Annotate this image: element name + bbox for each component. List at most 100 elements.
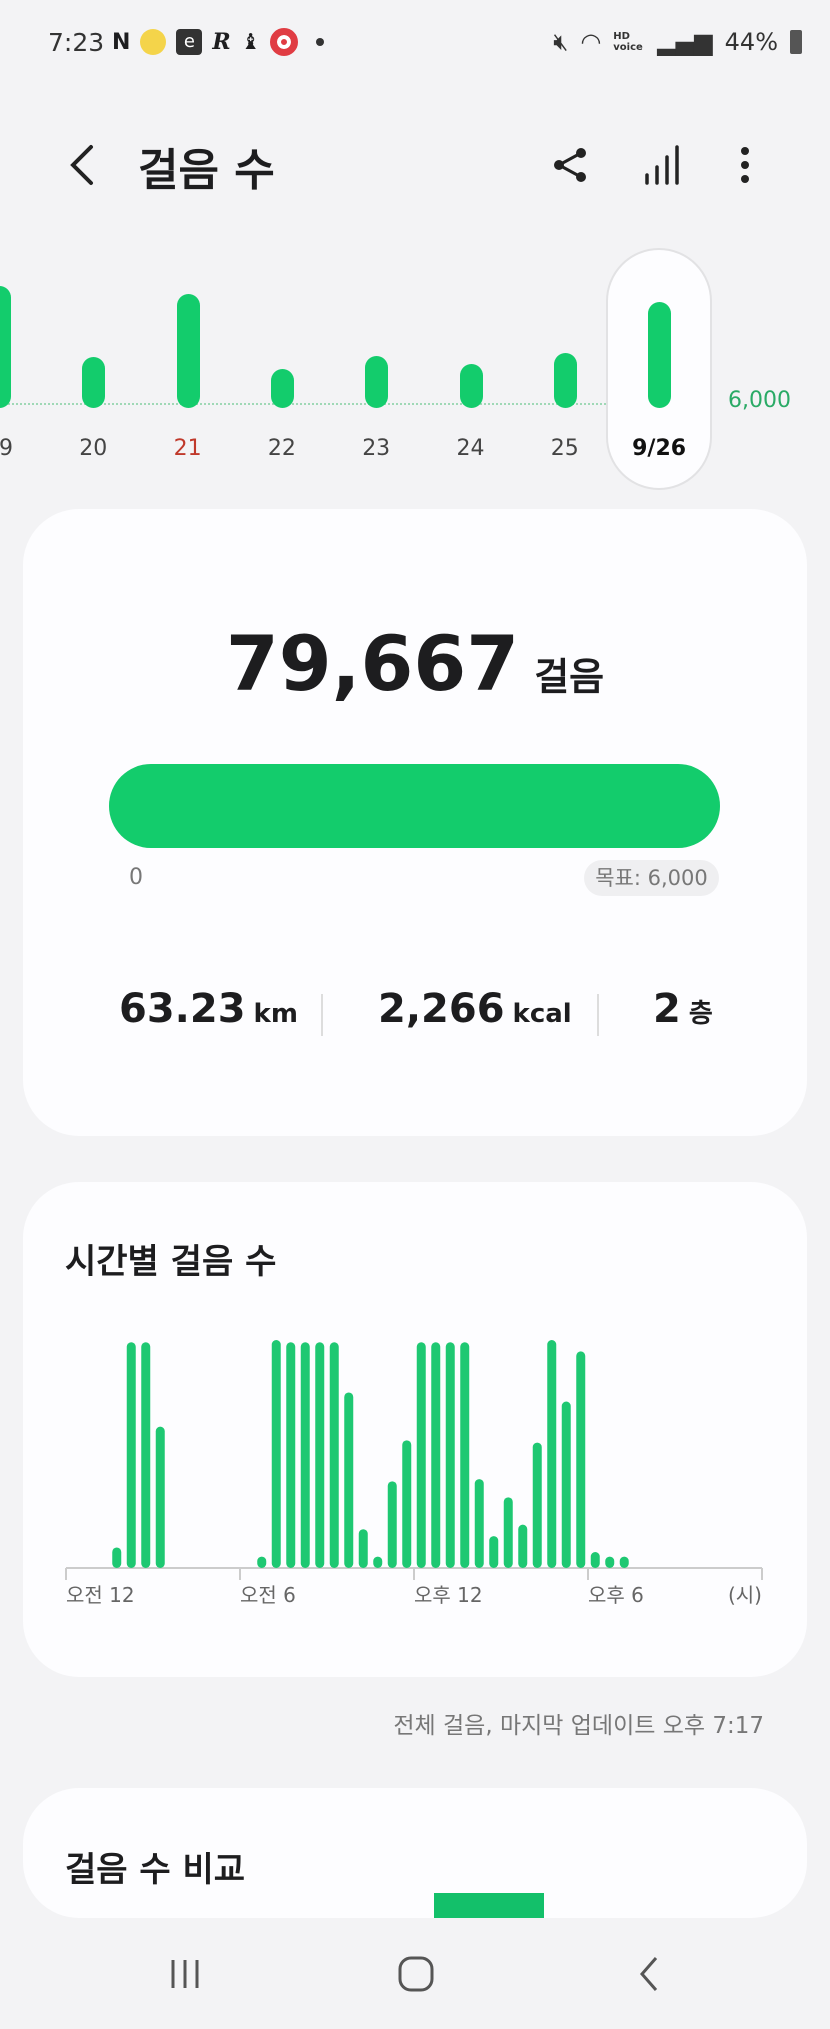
- hourly-bar[interactable]: [445, 1342, 455, 1568]
- steps-progress-bar: [109, 764, 720, 848]
- hourly-bar[interactable]: [503, 1497, 513, 1568]
- day-label[interactable]: 19: [0, 436, 13, 461]
- steps-total: 79,667 걸음: [23, 619, 807, 708]
- hourly-bar[interactable]: [286, 1342, 296, 1568]
- summary-card: 79,667 걸음 0 목표: 6,000 63.23 km 2,266 kcal …: [23, 509, 807, 1136]
- hourly-bar[interactable]: [358, 1529, 368, 1568]
- day-bar[interactable]: [365, 356, 389, 408]
- stats-button[interactable]: [633, 135, 693, 195]
- battery-icon: [790, 30, 802, 54]
- x-tick-label: 오후 6: [588, 1583, 644, 1607]
- distance-stat: 63.23 km: [119, 986, 298, 1032]
- calories-value: 2,266: [378, 986, 505, 1032]
- day-label[interactable]: 23: [362, 436, 391, 461]
- day-bar[interactable]: [270, 369, 294, 408]
- nav-back-button[interactable]: [619, 1944, 679, 2004]
- hourly-bar[interactable]: [141, 1342, 151, 1568]
- hourly-bar[interactable]: [590, 1552, 600, 1568]
- page-title: 걸음 수: [138, 145, 275, 196]
- back-icon: [640, 1957, 658, 1991]
- day-label[interactable]: 25: [550, 436, 579, 461]
- hourly-bar[interactable]: [126, 1342, 136, 1568]
- battery-text: 44%: [724, 28, 778, 56]
- distance-value: 63.23: [119, 986, 246, 1032]
- hd-voice-icon: HD voice: [613, 31, 643, 53]
- back-button[interactable]: [52, 135, 112, 195]
- hourly-bar[interactable]: [605, 1556, 615, 1568]
- hourly-bar[interactable]: [416, 1342, 426, 1568]
- home-button[interactable]: [386, 1944, 446, 2004]
- calories-unit: kcal: [512, 999, 572, 1029]
- more-icon: [741, 147, 749, 183]
- day-bar[interactable]: [459, 364, 483, 408]
- e-app-icon: e: [176, 29, 203, 55]
- hourly-bar[interactable]: [489, 1536, 499, 1568]
- goal-line-label: 6,000: [728, 388, 791, 413]
- hourly-bar[interactable]: [329, 1342, 339, 1568]
- back-icon: [70, 145, 93, 185]
- calories-stat: 2,266 kcal: [378, 986, 572, 1032]
- recent-apps-button[interactable]: [155, 1944, 215, 2004]
- day-label[interactable]: 20: [79, 436, 108, 461]
- hourly-title: 시간별 걸음 수: [65, 1242, 277, 1282]
- hourly-bar[interactable]: [431, 1342, 441, 1568]
- day-bar[interactable]: [176, 293, 200, 408]
- x-tick-label: 오전 12: [66, 1583, 135, 1607]
- hourly-bar[interactable]: [619, 1556, 629, 1568]
- hourly-steps-chart: 오전 12 오전 6 오후 12 오후 6 (시): [65, 1340, 763, 1607]
- hourly-bar[interactable]: [373, 1556, 383, 1568]
- daily-steps-chart[interactable]: 6,000 19 20 21 22 23 24 25 9/26: [0, 240, 830, 500]
- divider: [597, 994, 599, 1036]
- hourly-steps-card: 시간별 걸음 수 오전 12 오전 6 오후 12 오후 6 (시): [23, 1182, 807, 1677]
- day-label[interactable]: 24: [456, 436, 485, 461]
- hourly-bar[interactable]: [315, 1342, 325, 1568]
- x-tick-label: 오후 12: [414, 1583, 483, 1607]
- wifi-icon: ◠: [580, 28, 602, 56]
- signal-icon: ▂▄▆: [657, 28, 713, 56]
- share-icon: [554, 148, 586, 182]
- hourly-bar[interactable]: [518, 1524, 528, 1568]
- hourly-bar[interactable]: [561, 1401, 571, 1568]
- hourly-bar[interactable]: [271, 1340, 281, 1568]
- mute-icon: 🔇︎: [553, 28, 569, 56]
- x-unit-label: (시): [728, 1583, 762, 1607]
- hourly-bar[interactable]: [300, 1342, 310, 1568]
- hourly-bar[interactable]: [257, 1556, 267, 1568]
- r-app-icon: R: [212, 29, 231, 55]
- distance-unit: km: [253, 999, 298, 1029]
- hourly-bar[interactable]: [547, 1340, 557, 1568]
- hourly-bar[interactable]: [576, 1351, 586, 1568]
- hourly-bar[interactable]: [474, 1479, 484, 1568]
- compare-card[interactable]: 걸음 수 비교: [23, 1788, 807, 1918]
- day-bar[interactable]: [82, 357, 106, 408]
- hourly-bar[interactable]: [532, 1442, 542, 1568]
- floors-unit: 층: [688, 999, 713, 1029]
- day-label[interactable]: 21: [173, 436, 202, 461]
- day-bar[interactable]: [0, 285, 11, 408]
- stats-icon: [645, 145, 679, 185]
- compare-bar: [434, 1893, 544, 1918]
- clock: 7:23: [48, 28, 105, 57]
- hourly-bar[interactable]: [387, 1481, 397, 1568]
- hourly-bar[interactable]: [460, 1342, 470, 1568]
- share-button[interactable]: [541, 135, 601, 195]
- naver-icon: N: [112, 29, 131, 55]
- last-update-text: 전체 걸음, 마지막 업데이트 오후 7:17: [393, 1713, 764, 1739]
- x-tick-label: 오전 6: [240, 1583, 296, 1607]
- hourly-bar[interactable]: [155, 1426, 165, 1568]
- divider: [321, 994, 323, 1036]
- compare-title: 걸음 수 비교: [65, 1850, 246, 1890]
- day-bar[interactable]: [648, 302, 672, 408]
- hourly-bar[interactable]: [112, 1547, 122, 1568]
- status-bar: 7:23 N e R ♝ 🔇︎ ◠ HD voice ▂▄▆ 44%: [0, 0, 830, 86]
- floors-value: 2: [653, 986, 681, 1032]
- goal-badge: 목표: 6,000: [584, 860, 719, 896]
- hourly-bar[interactable]: [344, 1392, 354, 1568]
- day-bar[interactable]: [553, 353, 577, 408]
- hourly-bar[interactable]: [402, 1440, 412, 1568]
- day-label[interactable]: 22: [267, 436, 296, 461]
- day-label[interactable]: 9/26: [632, 436, 687, 461]
- more-options-button[interactable]: [715, 135, 775, 195]
- dot-icon: [316, 38, 325, 46]
